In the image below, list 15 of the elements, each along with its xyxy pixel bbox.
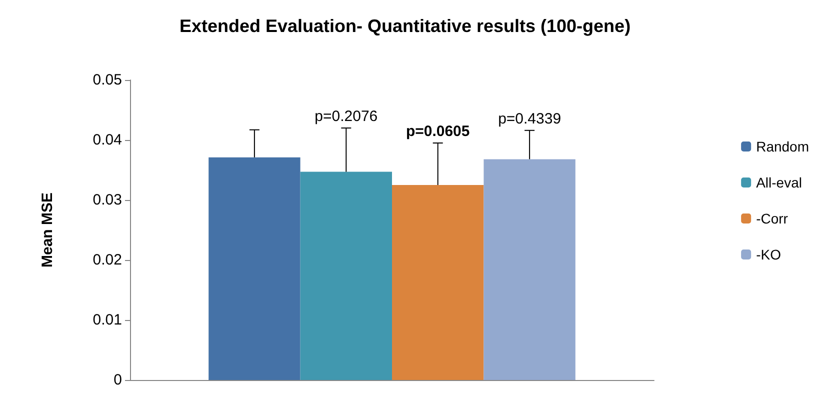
y-tick-label: 0.03 bbox=[92, 192, 122, 208]
legend-label: Random bbox=[756, 138, 810, 154]
y-tick-label: 0.02 bbox=[92, 252, 122, 268]
annotation: p=0.4339 bbox=[498, 110, 562, 128]
y-axis-title: Mean MSE bbox=[39, 192, 56, 268]
y-tick-label: 0.04 bbox=[92, 132, 122, 148]
y-tick-label: 0.05 bbox=[92, 72, 122, 88]
legend-label: All-eval bbox=[756, 174, 802, 190]
annotation: p=0.0605 bbox=[406, 123, 470, 140]
y-tick-label: 0.01 bbox=[92, 312, 122, 328]
legend-label: -Corr bbox=[756, 210, 788, 226]
annotation: p=0.2076 bbox=[314, 108, 378, 125]
legend-label: -KO bbox=[756, 246, 782, 262]
chart-title: Extended Evaluation- Quantitative results (100-gene) bbox=[179, 16, 631, 36]
y-tick-label: 0 bbox=[114, 372, 122, 388]
